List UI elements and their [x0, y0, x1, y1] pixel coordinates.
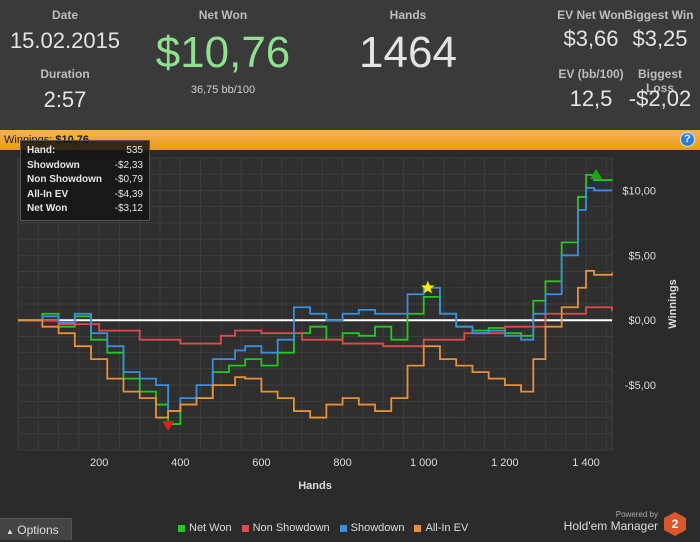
tooltip-value: -$0,79 — [114, 174, 143, 185]
tooltip-row: Hand: 535 — [27, 144, 143, 159]
date-label: Date — [51, 8, 78, 22]
duration-label: Duration — [40, 67, 90, 81]
tooltip-value: 535 — [126, 145, 143, 156]
session-stats-panel: Date 15.02.2015 Duration 2:57 Net Won $1… — [0, 0, 700, 130]
series-line-all-in-ev — [18, 270, 613, 419]
tooltip-label: Hand: — [27, 145, 56, 156]
x-tick-label: 200 — [90, 457, 108, 469]
ev-net-won-label: EV Net Won — [557, 8, 625, 22]
ev-bb100-value: 12,5 — [569, 86, 613, 111]
legend-swatch — [339, 524, 347, 532]
tooltip-label: Showdown — [27, 159, 80, 171]
x-axis-label: Hands — [298, 480, 332, 492]
caret-up-icon: ▲ — [6, 527, 14, 536]
legend-swatch — [414, 524, 422, 532]
legend-item[interactable]: Net Won — [178, 520, 232, 536]
y-tick-label: $10,00 — [622, 185, 656, 197]
x-tick-label: 1 000 — [410, 457, 438, 469]
biggest-loss-value: -$2,02 — [628, 86, 692, 111]
legend-label: Showdown — [350, 522, 405, 534]
x-tick-label: 1 400 — [572, 457, 600, 469]
options-label: Options — [17, 523, 59, 537]
tooltip-row: Non Showdown -$0,79 — [27, 173, 143, 188]
hands-value: 1464 — [359, 28, 457, 77]
legend-item[interactable]: All-In EV — [414, 520, 468, 536]
legend-swatch — [178, 524, 185, 532]
tooltip-label: Net Won — [27, 203, 68, 214]
legend-item[interactable]: Showdown — [339, 520, 405, 536]
tooltip-value: -$4,39 — [114, 188, 143, 200]
legend-label: Net Won — [189, 522, 232, 534]
x-tick-label: 800 — [333, 457, 351, 469]
net-won-value: $10,76 — [155, 28, 291, 77]
series-line-non-showdown — [18, 306, 613, 348]
legend-item[interactable]: Non Showdown — [241, 520, 330, 536]
hands-label: Hands — [389, 8, 427, 22]
y-tick-label: $5,00 — [628, 250, 656, 262]
tooltip-label: Non Showdown — [27, 174, 102, 185]
net-won-label: Net Won — [198, 8, 248, 22]
ev-bb100-label: EV (bb/100) — [558, 67, 624, 81]
tooltip-row: Net Won -$3,12 — [27, 202, 143, 217]
x-tick-label: 1 200 — [491, 457, 519, 469]
tooltip-value: -$3,12 — [114, 203, 143, 214]
y-axis-label: Winnings — [667, 279, 679, 328]
triangle-up-marker-icon — [590, 168, 603, 179]
options-button[interactable]: ▲ Options — [0, 518, 72, 540]
legend-label: All-In EV — [425, 522, 469, 534]
date-value: 15.02.2015 — [9, 28, 121, 53]
biggest-win-label: Biggest Win — [624, 8, 694, 22]
chart-legend: Net Won Non Showdown Showdown All-In EV — [178, 520, 468, 536]
legend-label: Non Showdown — [252, 522, 330, 534]
biggest-loss-label: Biggest Loss — [637, 67, 682, 95]
question-icon[interactable]: ? — [680, 132, 695, 147]
powered-by-text: Powered by — [615, 510, 658, 519]
brand-name: Hold'em Manager — [563, 519, 658, 533]
net-won-bb100: 36,75 bb/100 — [190, 84, 256, 96]
duration-value: 2:57 — [43, 87, 87, 112]
hm2-logo-icon: 2 — [664, 512, 686, 536]
tooltip-row: Showdown -$2,33 — [27, 159, 143, 174]
star-marker-icon — [421, 280, 435, 294]
legend-swatch — [241, 524, 249, 532]
tooltip-row: All-In EV -$4,39 — [27, 188, 143, 203]
x-tick-label: 400 — [171, 457, 189, 469]
y-tick-label: $0,00 — [628, 315, 656, 327]
biggest-win-value: $3,25 — [632, 26, 688, 51]
y-tick-label: -$5,00 — [625, 380, 656, 392]
triangle-down-marker-icon — [162, 421, 175, 432]
tooltip-label: All-In EV — [27, 188, 69, 200]
hand-tooltip: Hand: 535 Showdown -$2,33 Non Showdown -$0,79… — [20, 140, 150, 221]
series-line-showdown — [18, 186, 612, 412]
tooltip-value: -$2,33 — [114, 159, 143, 171]
x-tick-label: 600 — [252, 457, 270, 469]
ev-net-won-value: $3,66 — [563, 26, 619, 51]
